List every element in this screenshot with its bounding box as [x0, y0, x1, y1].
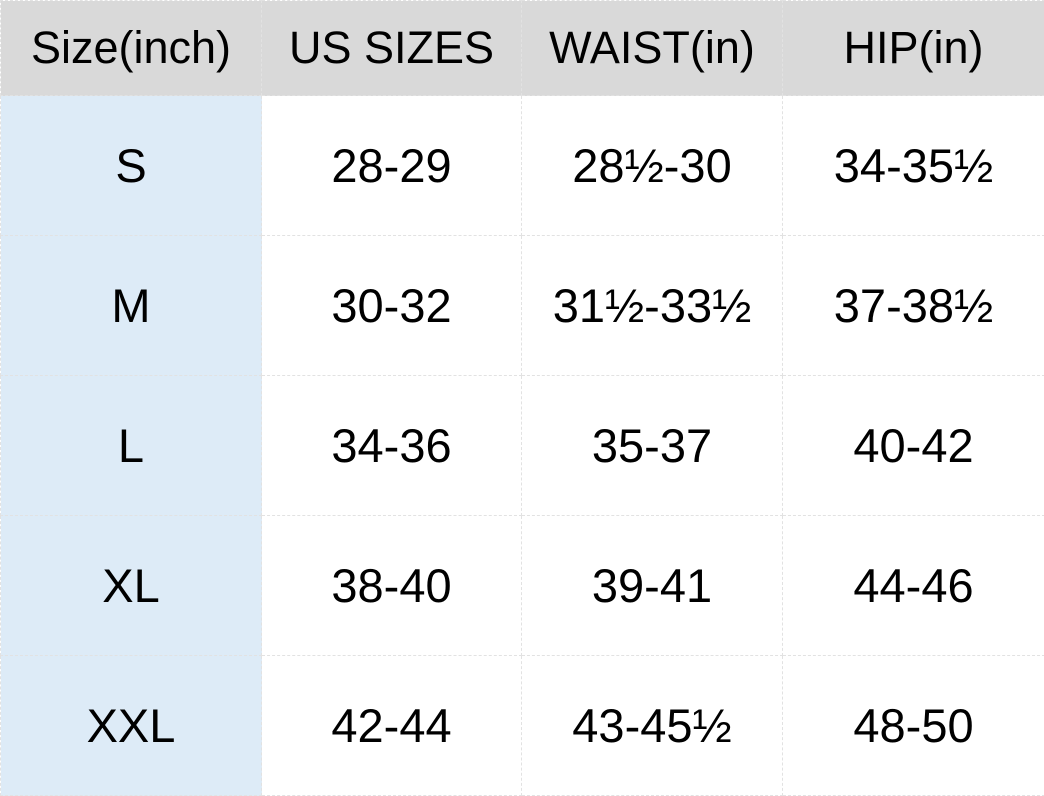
us-size-cell: 42-44	[262, 656, 522, 796]
us-size-cell: 30-32	[262, 236, 522, 376]
header-us-sizes: US SIZES	[262, 1, 522, 96]
waist-cell: 28½-30	[522, 96, 783, 236]
us-size-cell: 34-36	[262, 376, 522, 516]
header-size: Size(inch)	[1, 1, 262, 96]
size-cell: XL	[1, 516, 262, 656]
size-cell: XXL	[1, 656, 262, 796]
header-hip: HIP(in)	[783, 1, 1044, 96]
hip-cell: 34-35½	[783, 96, 1044, 236]
size-cell: M	[1, 236, 262, 376]
waist-cell: 39-41	[522, 516, 783, 656]
hip-cell: 40-42	[783, 376, 1044, 516]
hip-cell: 44-46	[783, 516, 1044, 656]
header-row: Size(inch) US SIZES WAIST(in) HIP(in)	[1, 1, 1044, 96]
waist-cell: 43-45½	[522, 656, 783, 796]
size-cell: S	[1, 96, 262, 236]
header-waist: WAIST(in)	[522, 1, 783, 96]
us-size-cell: 38-40	[262, 516, 522, 656]
waist-cell: 35-37	[522, 376, 783, 516]
hip-cell: 37-38½	[783, 236, 1044, 376]
size-cell: L	[1, 376, 262, 516]
us-size-cell: 28-29	[262, 96, 522, 236]
hip-cell: 48-50	[783, 656, 1044, 796]
waist-cell: 31½-33½	[522, 236, 783, 376]
